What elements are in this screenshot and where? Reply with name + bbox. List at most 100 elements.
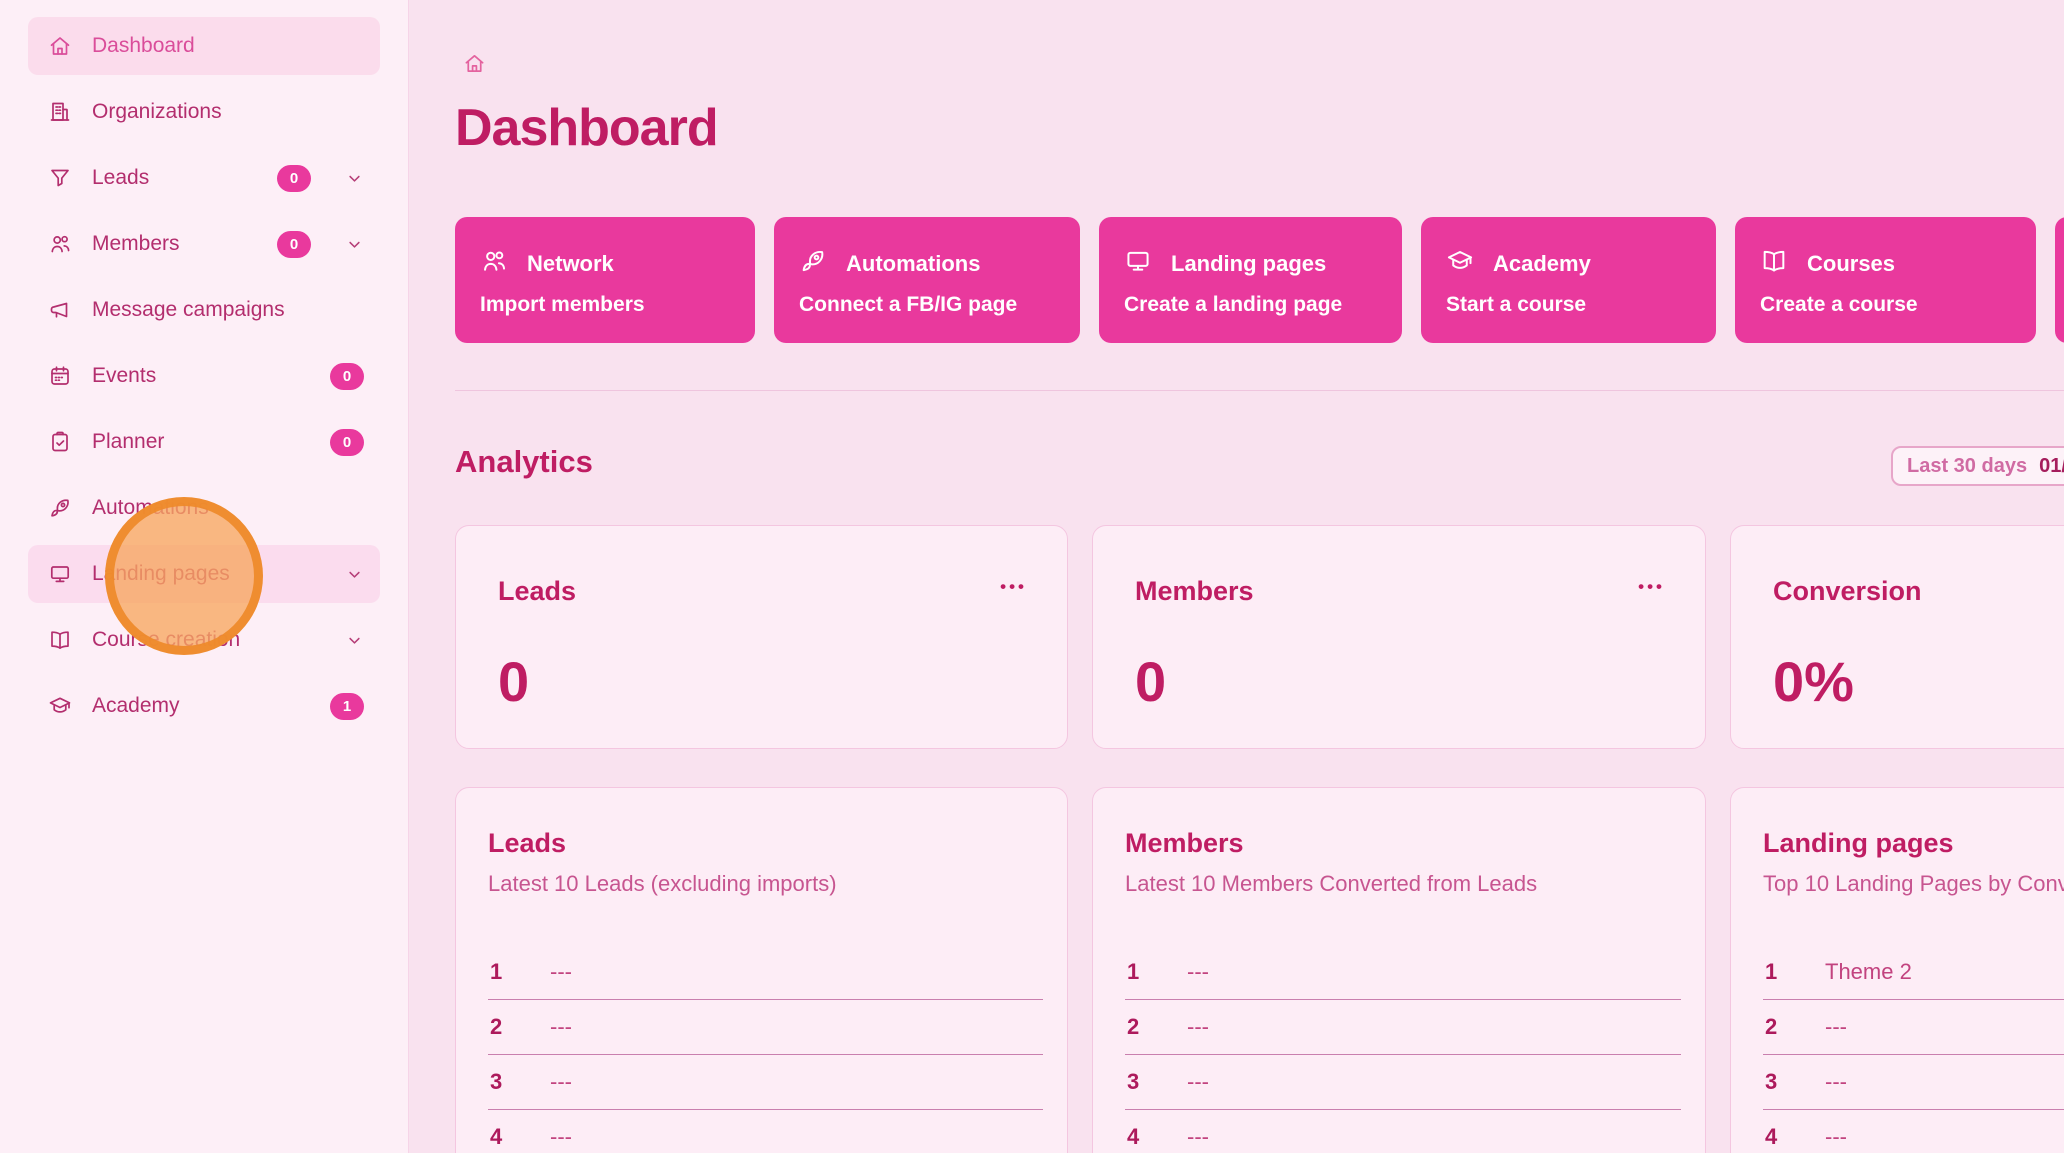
building-icon bbox=[48, 100, 72, 124]
row-value: --- bbox=[1187, 1069, 1209, 1094]
rocket-icon bbox=[799, 247, 827, 280]
sidebar-item-planner[interactable]: Planner 0 bbox=[28, 413, 380, 471]
list-item: 2 --- bbox=[1763, 1000, 2064, 1055]
row-value-theme-2[interactable]: Theme 2 bbox=[1825, 959, 1912, 984]
rocket-icon bbox=[48, 496, 72, 520]
quick-action-subtitle: Create a landing page bbox=[1124, 293, 1343, 316]
row-value: --- bbox=[550, 959, 572, 984]
chevron-down-icon[interactable] bbox=[345, 631, 364, 650]
list-item: 3 --- bbox=[1125, 1055, 1681, 1110]
row-rank: 1 bbox=[1127, 959, 1140, 984]
sidebar-item-events[interactable]: Events 0 bbox=[28, 347, 380, 405]
count-badge: 0 bbox=[277, 230, 311, 258]
sidebar-item-label: Planner bbox=[92, 430, 165, 453]
stat-card-conversion: Conversion 0% bbox=[1730, 525, 2064, 749]
quick-action-subtitle: Create a course bbox=[1760, 293, 1918, 316]
sidebar-item-label: Course creation bbox=[92, 628, 241, 651]
quick-action-subtitle: Start a course bbox=[1446, 293, 1587, 316]
list-item: 2 --- bbox=[1125, 1000, 1681, 1055]
main-content: Dashboard Network Import members Automat… bbox=[409, 0, 2064, 1153]
list-item: 1 --- bbox=[1125, 945, 1681, 1000]
row-rank: 3 bbox=[490, 1069, 503, 1094]
row-rank: 2 bbox=[490, 1014, 503, 1039]
stats-row: Leads ••• 0 Members ••• 0 Conversion 0% bbox=[455, 525, 2064, 749]
quick-action-landing-pages[interactable]: Landing pages Create a landing page bbox=[1099, 217, 1402, 343]
stat-card-title: Members bbox=[1135, 576, 1254, 606]
calendar-icon bbox=[48, 364, 72, 388]
row-rank: 3 bbox=[1765, 1069, 1778, 1094]
count-badge: 0 bbox=[330, 428, 364, 456]
stat-card-value: 0 bbox=[498, 650, 530, 713]
list-card-leads: Leads Latest 10 Leads (excluding imports… bbox=[455, 787, 1068, 1153]
chevron-down-icon[interactable] bbox=[345, 169, 364, 188]
clipboard-check-icon bbox=[48, 430, 72, 454]
quick-action-automations[interactable]: Automations Connect a FB/IG page bbox=[774, 217, 1080, 343]
list-card-subtitle: Top 10 Landing Pages by Convers bbox=[1763, 871, 2064, 896]
quick-action-partial[interactable]: C bbox=[2055, 217, 2064, 343]
open-book-icon bbox=[48, 628, 72, 652]
home-icon bbox=[48, 34, 72, 58]
list-item: 3 --- bbox=[1763, 1055, 2064, 1110]
chevron-down-icon[interactable] bbox=[345, 565, 364, 584]
row-rank: 4 bbox=[1765, 1124, 1778, 1149]
breadcrumb-home-icon[interactable] bbox=[463, 52, 486, 75]
list-card-members: Members Latest 10 Members Converted from… bbox=[1092, 787, 1706, 1153]
stat-card-value: 0% bbox=[1773, 650, 1854, 713]
date-range-filter[interactable]: Last 30 days 01/2 bbox=[1891, 446, 2064, 486]
sidebar-item-label: Automations bbox=[92, 496, 209, 519]
row-value: --- bbox=[1187, 1124, 1209, 1149]
list-item: 4 --- bbox=[1763, 1110, 2064, 1153]
sidebar-item-leads[interactable]: Leads 0 bbox=[28, 149, 380, 207]
sidebar-item-label: Leads bbox=[92, 166, 150, 189]
row-value: --- bbox=[550, 1069, 572, 1094]
list-item: 1 --- bbox=[488, 945, 1043, 1000]
sidebar-item-course-creation[interactable]: Course creation bbox=[28, 611, 380, 669]
stat-card-members: Members ••• 0 bbox=[1092, 525, 1706, 749]
row-value: --- bbox=[550, 1014, 572, 1039]
row-rank: 2 bbox=[1765, 1014, 1778, 1039]
monitor-icon bbox=[48, 562, 72, 586]
list-item: 3 --- bbox=[488, 1055, 1043, 1110]
stat-card-title: Conversion bbox=[1773, 576, 1922, 606]
sidebar-item-label: Landing pages bbox=[92, 562, 230, 585]
list-item: 4 --- bbox=[488, 1110, 1043, 1153]
monitor-icon bbox=[1124, 247, 1152, 280]
list-card-subtitle: Latest 10 Leads (excluding imports) bbox=[488, 871, 837, 896]
quick-action-title: Academy bbox=[1493, 250, 1591, 276]
stat-card-leads: Leads ••• 0 bbox=[455, 525, 1068, 749]
sidebar-item-message-campaigns[interactable]: Message campaigns bbox=[28, 281, 380, 339]
analytics-heading: Analytics bbox=[455, 444, 593, 479]
sidebar-item-organizations[interactable]: Organizations bbox=[28, 83, 380, 141]
sidebar-item-label: Events bbox=[92, 364, 157, 387]
quick-action-subtitle: Import members bbox=[480, 293, 645, 316]
row-value: --- bbox=[1825, 1069, 1847, 1094]
list-card-title: Members bbox=[1125, 828, 1244, 858]
quick-actions-row: Network Import members Automations Conne… bbox=[455, 217, 2064, 343]
megaphone-icon bbox=[48, 298, 72, 322]
sidebar-item-dashboard[interactable]: Dashboard bbox=[28, 17, 380, 75]
sidebar-item-automations[interactable]: Automations bbox=[28, 479, 380, 537]
quick-action-courses[interactable]: Courses Create a course bbox=[1735, 217, 2036, 343]
sidebar-item-landing-pages[interactable]: Landing pages bbox=[28, 545, 380, 603]
chevron-down-icon[interactable] bbox=[345, 235, 364, 254]
sidebar-item-label: Dashboard bbox=[92, 34, 195, 57]
quick-action-title: Automations bbox=[846, 250, 981, 276]
more-options-icon[interactable]: ••• bbox=[1000, 577, 1027, 596]
sidebar: Dashboard Organizations Leads 0 Members … bbox=[0, 0, 409, 1153]
section-divider bbox=[455, 390, 2064, 391]
row-value: --- bbox=[1187, 1014, 1209, 1039]
row-value: --- bbox=[550, 1124, 572, 1149]
more-options-icon[interactable]: ••• bbox=[1638, 577, 1665, 596]
funnel-icon bbox=[48, 166, 72, 190]
count-badge: 0 bbox=[277, 164, 311, 192]
open-book-icon bbox=[1760, 247, 1788, 280]
quick-action-network[interactable]: Network Import members bbox=[455, 217, 755, 343]
graduation-cap-icon bbox=[48, 694, 72, 718]
list-card-subtitle: Latest 10 Members Converted from Leads bbox=[1125, 871, 1538, 896]
sidebar-item-academy[interactable]: Academy 1 bbox=[28, 677, 380, 735]
count-badge: 1 bbox=[330, 692, 364, 720]
list-item: 4 --- bbox=[1125, 1110, 1681, 1153]
row-value: --- bbox=[1187, 959, 1209, 984]
sidebar-item-members[interactable]: Members 0 bbox=[28, 215, 380, 273]
quick-action-academy[interactable]: Academy Start a course bbox=[1421, 217, 1716, 343]
